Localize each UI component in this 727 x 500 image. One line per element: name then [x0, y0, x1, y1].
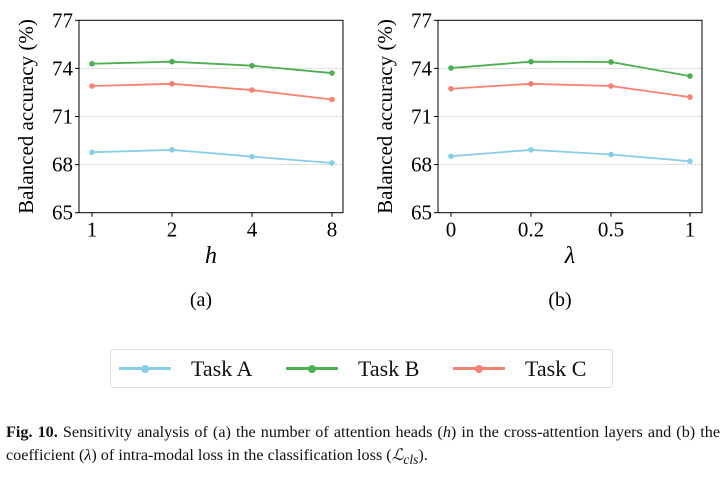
data-point [89, 83, 95, 89]
data-point [528, 80, 534, 87]
caption-symbol: ℒ [391, 446, 404, 464]
legend-label: Task C [525, 355, 587, 381]
caption-text: ) of intra-modal loss in the classificat… [91, 446, 392, 464]
y-tick-label: 68 [411, 153, 432, 177]
data-point [89, 149, 95, 156]
plot-frame [78, 19, 344, 214]
x-tick-label: 4 [247, 218, 258, 242]
y-tick-label: 71 [411, 105, 432, 129]
caption-symbol: h [442, 423, 451, 441]
caption-text: Sensitivity analysis of (a) the number o… [57, 423, 443, 441]
x-axis-label: λ [564, 243, 575, 269]
data-point [329, 160, 335, 166]
y-tick-label: 65 [411, 201, 432, 225]
charts: 65 68 71 74 77 1 2 4 8 h Balanced accuracy (%) (a) 6… [14, 8, 703, 311]
x-tick-label: 0.5 [598, 218, 624, 242]
x-tick-label: 0 [446, 218, 457, 242]
data-point [249, 62, 255, 69]
y-tick-label: 77 [411, 8, 432, 32]
data-point [608, 83, 614, 89]
legend-swatch [286, 364, 338, 373]
panel-label: (b) [548, 289, 571, 311]
y-axis-label: Balanced accuracy (%) [373, 19, 397, 214]
y-tick-label: 74 [52, 56, 74, 80]
data-point [448, 85, 454, 92]
legend-swatch [453, 364, 505, 373]
x-tick-label: 8 [327, 218, 338, 242]
data-point [169, 58, 175, 65]
data-point [169, 80, 175, 87]
y-tick-label: 65 [52, 201, 73, 225]
figure-caption: Fig. 10. Sensitivity analysis of (a) the… [6, 421, 720, 471]
data-point [89, 60, 95, 67]
data-point [687, 94, 693, 100]
caption-symbol: λ [84, 446, 92, 464]
plot-frame [437, 19, 703, 214]
data-point [169, 147, 175, 153]
data-point [329, 70, 335, 76]
y-axis-label: Balanced accuracy (%) [14, 19, 38, 214]
data-point [608, 151, 614, 158]
data-point [687, 73, 693, 79]
data-point [608, 59, 614, 65]
data-point [687, 158, 693, 165]
caption-text: ) in the cross-attention layers and (b) … [6, 423, 721, 464]
legend-label: Task B [358, 355, 420, 381]
legend-swatch [119, 364, 171, 373]
x-tick-label: 0.2 [518, 218, 544, 242]
y-tick-label: 71 [52, 105, 73, 129]
caption-label: Fig. 10. [6, 423, 58, 441]
data-point [448, 65, 454, 71]
data-point [329, 96, 335, 103]
data-point [528, 58, 534, 65]
series-line-task-a [91, 148, 333, 164]
series-line-task-b [91, 60, 333, 74]
y-tick-label: 68 [52, 153, 73, 177]
x-tick-label: 1 [685, 218, 696, 242]
caption-text: ). [418, 446, 428, 464]
x-tick-label: 1 [87, 218, 98, 242]
series-line-task-b [450, 60, 691, 77]
caption-subscript: cls [403, 452, 419, 468]
data-point [448, 153, 454, 160]
data-point [249, 87, 255, 93]
legend-item-task-b: Task B [286, 356, 445, 382]
y-tick-label: 77 [52, 8, 73, 32]
panel-label: (a) [190, 289, 212, 311]
legend-label: Task A [191, 355, 253, 381]
legend: Task A Task B Task C [110, 349, 613, 388]
series-line-task-c [450, 82, 691, 98]
legend-item-task-a: Task A [119, 356, 278, 382]
series-line-task-c [91, 82, 333, 101]
y-tick-label: 74 [411, 56, 433, 80]
legend-item-task-c: Task C [453, 356, 612, 382]
data-point [249, 153, 255, 160]
x-axis-label: h [205, 243, 217, 269]
data-point [528, 147, 534, 153]
x-tick-label: 2 [167, 218, 178, 242]
series-line-task-a [450, 148, 691, 163]
